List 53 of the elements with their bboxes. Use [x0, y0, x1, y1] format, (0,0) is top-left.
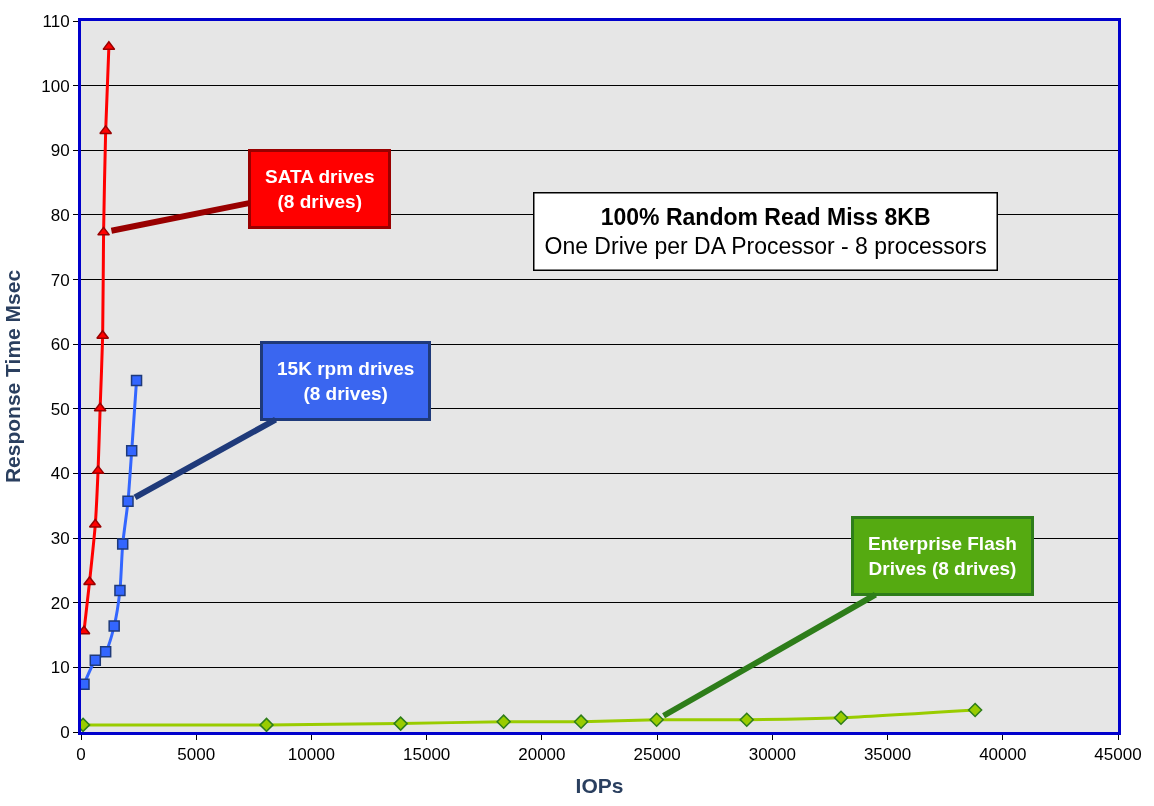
y-tick-label: 10	[50, 658, 70, 678]
text: SATA drives (8 drives)	[265, 166, 375, 212]
x-tick-label: 10000	[287, 745, 336, 765]
point	[89, 654, 102, 666]
x-tick-label: 15000	[403, 745, 451, 765]
y-tick-label: 40	[50, 464, 70, 484]
y-tick-label: 0	[60, 722, 70, 742]
point	[573, 714, 589, 729]
point	[99, 646, 112, 658]
y-tick-label: 20	[50, 593, 70, 613]
x-tick-label: 20000	[518, 745, 566, 765]
point	[88, 518, 102, 528]
y-tick-label: 30	[50, 529, 70, 549]
x-tick-label: 45000	[1094, 745, 1142, 765]
text: 100% Random Read Miss 8KB	[600, 203, 931, 230]
point	[102, 41, 116, 51]
y-tick-label: 50	[50, 399, 70, 419]
x-tick-label: 25000	[633, 745, 681, 765]
point	[833, 710, 849, 726]
point	[739, 712, 754, 727]
point	[130, 374, 143, 387]
point	[108, 620, 120, 632]
y-tick-label: 70	[50, 270, 70, 290]
x-tick-label: 5000	[177, 745, 216, 765]
point	[96, 330, 110, 340]
y-tick-label: 90	[50, 141, 70, 161]
y-axis-title: Response Time Msec	[1, 269, 25, 484]
point	[393, 716, 408, 731]
point	[496, 714, 511, 729]
text: 15K rpm drives (8 drives)	[277, 358, 415, 404]
point	[114, 584, 126, 597]
point	[649, 712, 664, 727]
x-tick-label: 0	[76, 745, 86, 765]
y-tick-label: 100	[41, 76, 70, 96]
x-axis-title: IOPs	[575, 773, 624, 797]
point	[99, 125, 113, 135]
point	[259, 717, 274, 732]
point	[83, 576, 97, 586]
point	[122, 495, 134, 507]
y-tick-label: 60	[50, 335, 70, 355]
point	[93, 402, 107, 412]
point	[97, 226, 111, 236]
x-tick-label: 40000	[979, 745, 1027, 765]
y-tick-label: 80	[50, 205, 70, 225]
point	[116, 538, 129, 550]
text: Enterprise Flash Drives (8 drives)	[868, 533, 1017, 579]
point	[967, 702, 983, 718]
point	[91, 465, 105, 475]
point	[125, 445, 138, 457]
x-tick-label: 35000	[863, 745, 912, 765]
x-tick-label: 30000	[748, 745, 796, 765]
text: One Drive per DA Processor - 8 processors	[544, 233, 987, 260]
y-tick-label: 110	[42, 11, 70, 31]
